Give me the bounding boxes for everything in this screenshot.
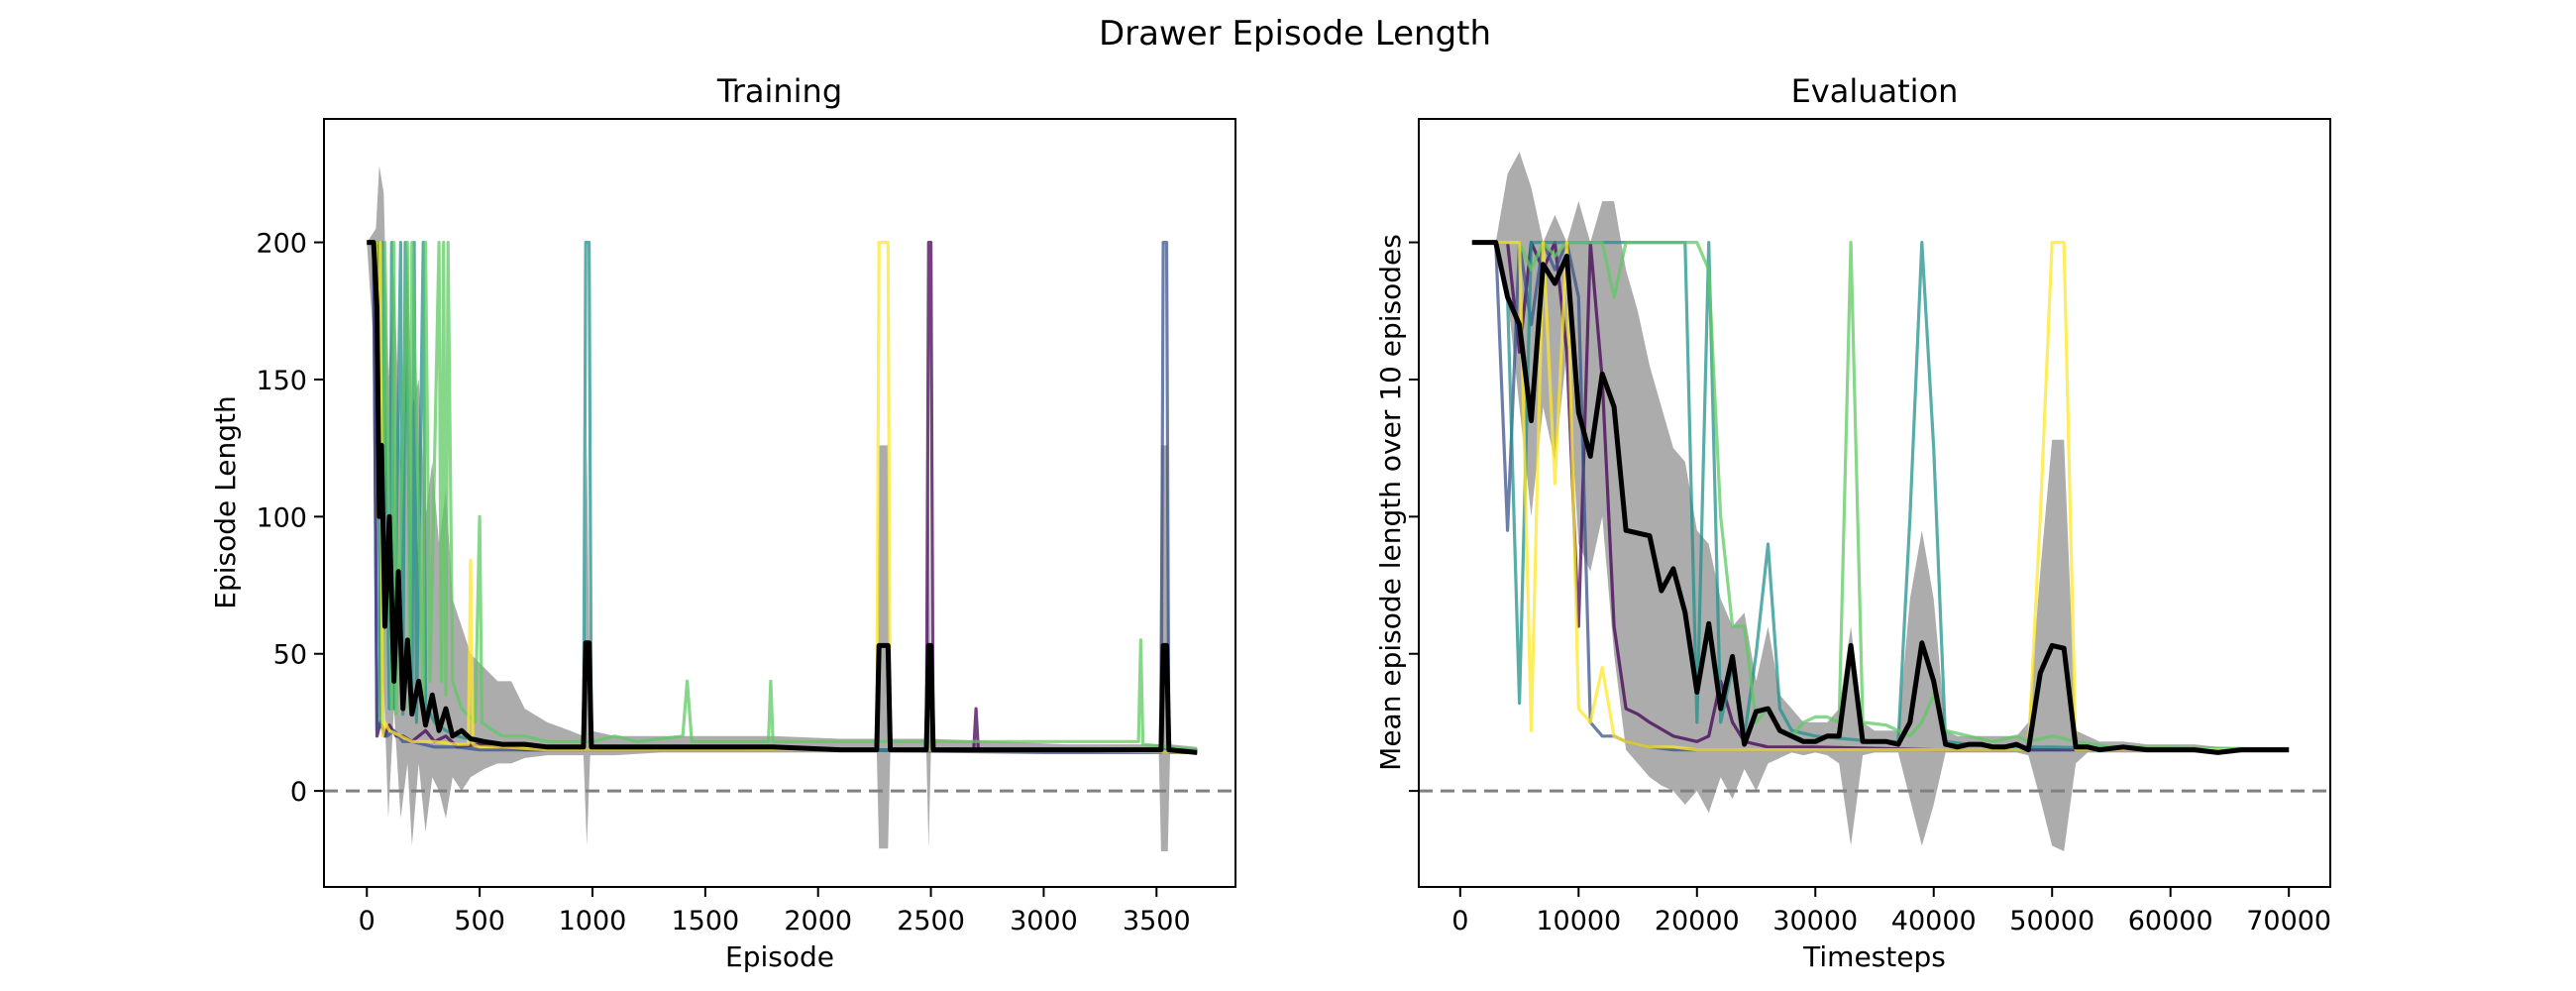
training-series-layer [367, 240, 1198, 755]
evaluation-plot-area [1419, 152, 2330, 851]
evaluation-series-mean [1471, 240, 2290, 755]
training-x-tick-label: 3000 [1010, 906, 1078, 936]
training-band-layer [367, 165, 1198, 852]
evaluation-x-tick-label: 60000 [2128, 906, 2213, 936]
training-x-ticks: 0 500 1000 1500 2000 2500 3000 3500 [359, 887, 1191, 936]
evaluation-x-tick-label: 0 [1451, 906, 1468, 936]
training-y-tick-label: 100 [256, 502, 307, 533]
evaluation-series-run-5 [1471, 241, 2290, 752]
training-y-tick-label: 200 [256, 229, 307, 260]
training-x-tick-label: 3500 [1123, 906, 1191, 936]
training-x-label: Episode [725, 940, 834, 973]
training-x-tick-label: 2500 [897, 906, 965, 936]
evaluation-band-layer [1471, 152, 2290, 851]
evaluation-x-tick-label: 30000 [1772, 906, 1858, 936]
training-y-ticks: 0 50 100 150 200 [256, 229, 324, 808]
evaluation-series-run-4 [1471, 241, 2290, 752]
training-x-tick-label: 0 [359, 906, 376, 936]
evaluation-x-ticks: 0 10000 20000 30000 40000 50000 60000 70000 [1451, 887, 2331, 936]
training-x-tick-label: 2000 [784, 906, 852, 936]
evaluation-y-ticks [1409, 241, 1419, 793]
evaluation-x-tick-label: 10000 [1536, 906, 1621, 936]
evaluation-y-label: Mean episode length over 10 episodes [1374, 234, 1407, 771]
figure-title: Drawer Episode Length [1099, 14, 1491, 54]
evaluation-axes-frame [1418, 118, 2331, 888]
evaluation-x-tick-label: 20000 [1655, 906, 1740, 936]
training-y-tick-label: 150 [256, 366, 307, 396]
training-y-label: Episode Length [209, 395, 242, 608]
training-panel: Training 0 500 1000 1500 2000 2500 3000 3500 0 5… [209, 72, 1236, 973]
training-x-tick-label: 500 [454, 906, 505, 936]
training-std-band [367, 165, 1198, 852]
training-title: Training [716, 72, 842, 110]
training-x-tick-label: 1000 [559, 906, 627, 936]
training-axes-frame [323, 118, 1236, 888]
training-series-run-3 [367, 241, 1198, 752]
evaluation-series-layer [1471, 240, 2290, 755]
training-y-tick-label: 50 [273, 640, 307, 671]
evaluation-series-run-1 [1471, 241, 2290, 752]
evaluation-x-tick-label: 50000 [2009, 906, 2094, 936]
evaluation-x-tick-label: 70000 [2246, 906, 2331, 936]
training-x-tick-label: 1500 [671, 906, 739, 936]
evaluation-x-tick-label: 40000 [1891, 906, 1977, 936]
training-series-mean [367, 240, 1198, 755]
evaluation-std-band [1471, 152, 2290, 851]
evaluation-x-label: Timesteps [1802, 940, 1946, 973]
training-y-tick-label: 0 [290, 777, 307, 808]
evaluation-panel: Evaluation 0 10000 20000 30000 40000 50000 600… [1374, 72, 2331, 973]
training-series-run-5 [367, 241, 1198, 754]
evaluation-series-run-3 [1471, 241, 2290, 752]
training-series-run-4 [367, 241, 1198, 752]
evaluation-title: Evaluation [1791, 72, 1959, 110]
training-plot-area [324, 165, 1235, 852]
